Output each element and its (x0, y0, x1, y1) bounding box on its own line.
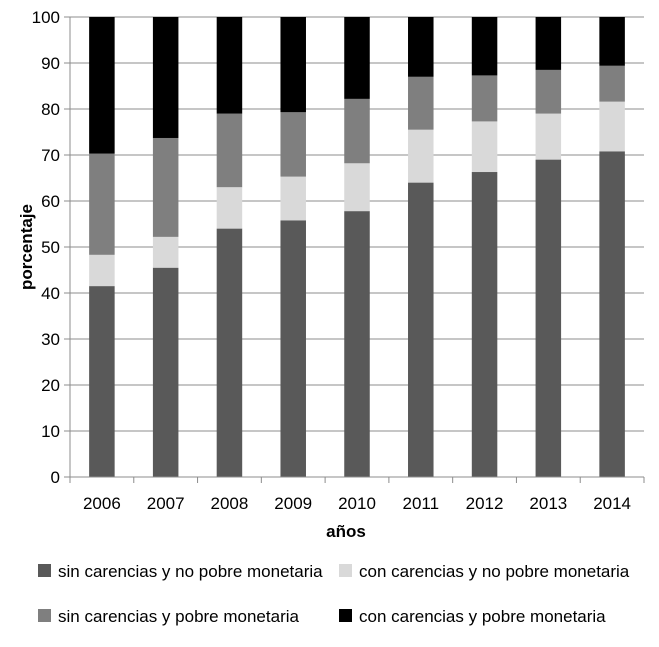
y-tick-label: 0 (51, 468, 60, 487)
bar-segment (408, 182, 434, 477)
y-tick-label: 30 (41, 330, 60, 349)
x-tick-label: 2006 (83, 494, 121, 513)
y-tick-label: 50 (41, 238, 60, 257)
x-tick-label: 2014 (593, 494, 631, 513)
bar-segment (408, 17, 434, 77)
bar-segment (280, 176, 306, 221)
x-tick-label: 2013 (529, 494, 567, 513)
bar-segment (471, 17, 498, 76)
y-tick-label: 40 (41, 284, 60, 303)
bars (89, 17, 625, 477)
bar-segment (152, 267, 179, 477)
bar-segment (216, 228, 243, 477)
bar-segment (89, 254, 115, 287)
bar-segment (535, 69, 562, 114)
bar-segment (408, 76, 434, 130)
x-tick-label: 2007 (147, 494, 185, 513)
bar-segment (471, 172, 498, 477)
bar-segment (599, 101, 625, 152)
legend-label: sin carencias y no pobre monetaria (58, 562, 323, 581)
bar-segment (535, 17, 562, 70)
y-tick-label: 100 (32, 8, 60, 27)
x-axis-label: años (326, 522, 366, 541)
y-tick-label: 10 (41, 422, 60, 441)
bar-segment (89, 286, 115, 477)
y-tick-label: 80 (41, 100, 60, 119)
bar-segment (471, 121, 498, 173)
bar-segment (344, 163, 370, 212)
bar-segment (344, 17, 370, 99)
x-tick-label: 2009 (274, 494, 312, 513)
bar-segment (216, 113, 243, 188)
x-tick-labels: 2006 2007 2008 2009 2010 2011 2012 2013 2014 (83, 494, 631, 513)
bar-segment (535, 159, 562, 477)
bar-segment (216, 17, 243, 114)
bar-segment (408, 129, 434, 183)
legend-swatch (38, 609, 51, 622)
bar-segment (152, 236, 179, 268)
legend-swatch (339, 609, 352, 622)
bar-segment (344, 98, 370, 164)
legend-label: con carencias y no pobre monetaria (359, 562, 630, 581)
bar-segment (599, 17, 625, 66)
x-tick-label: 2008 (211, 494, 249, 513)
x-tick-label: 2011 (402, 494, 439, 513)
bar-segment (280, 112, 306, 177)
legend-swatch (38, 564, 51, 577)
legend-label: sin carencias y pobre monetaria (58, 607, 300, 626)
legend-label: con carencias y pobre monetaria (359, 607, 606, 626)
bar-segment (344, 211, 370, 477)
y-tick-labels: 0 10 20 30 40 50 60 70 80 90 100 (32, 8, 60, 487)
y-axis-label: porcentaje (17, 204, 36, 290)
bar-segment (280, 17, 306, 113)
legend-swatch (339, 564, 352, 577)
bar-segment (89, 17, 115, 154)
bar-segment (89, 153, 115, 255)
legend: sin carencias y no pobre monetaria con ca… (38, 562, 630, 626)
bar-segment (280, 220, 306, 477)
bar-segment (535, 113, 562, 160)
y-tick-label: 60 (41, 192, 60, 211)
axes (64, 16, 645, 483)
bar-segment (152, 137, 179, 237)
bar-segment (152, 17, 179, 138)
y-tick-label: 20 (41, 376, 60, 395)
bar-segment (471, 75, 498, 122)
y-tick-label: 90 (41, 54, 60, 73)
x-tick-label: 2010 (338, 494, 376, 513)
bar-segment (599, 65, 625, 102)
x-tick-label: 2012 (466, 494, 504, 513)
bar-segment (599, 151, 625, 477)
y-tick-label: 70 (41, 146, 60, 165)
bar-segment (216, 187, 243, 229)
